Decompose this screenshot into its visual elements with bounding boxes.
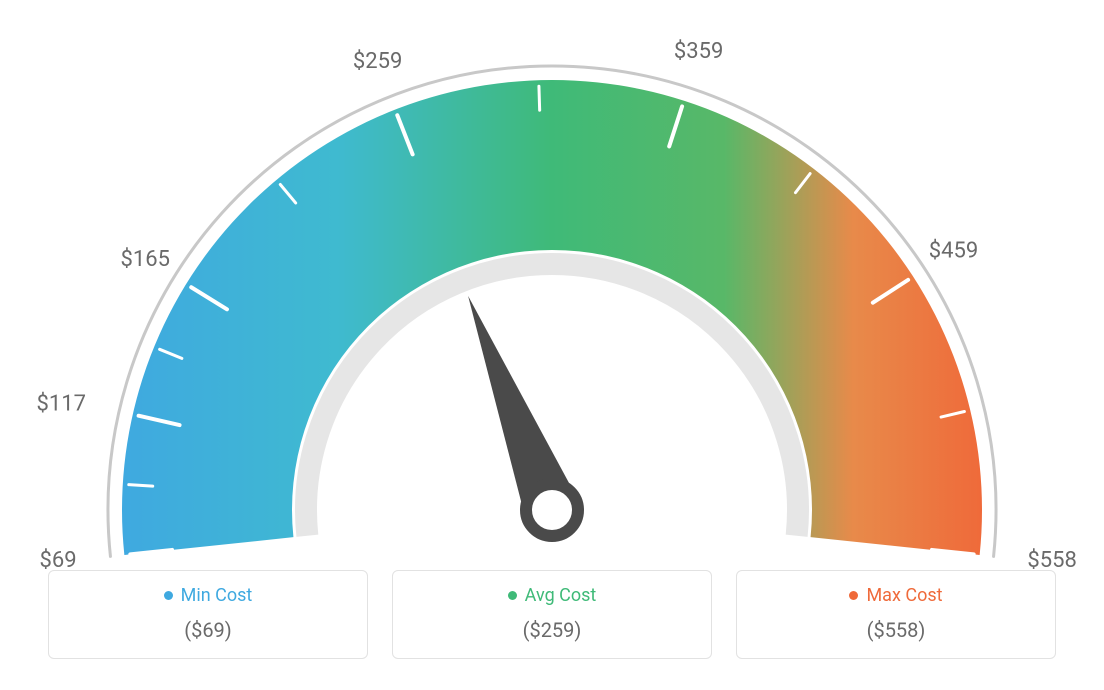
gauge-needle-hub (526, 484, 578, 536)
gauge-svg: $69 $117 $165 $259 $359 $459 $558 (0, 20, 1104, 580)
legend-dot-min (164, 591, 173, 600)
gauge-tick-label: $69 (40, 548, 77, 573)
cost-gauge-chart: $69 $117 $165 $259 $359 $459 $558 Min Cost ($6… (0, 0, 1104, 690)
legend-title-avg: Avg Cost (508, 585, 597, 606)
legend-title-min: Min Cost (164, 585, 253, 606)
legend-dot-max (849, 591, 858, 600)
gauge-tick-label: $558 (1027, 548, 1076, 573)
legend-card-avg: Avg Cost ($259) (392, 570, 712, 659)
legend-row: Min Cost ($69) Avg Cost ($259) Max Cost … (0, 570, 1104, 659)
legend-value-min: ($69) (59, 618, 357, 642)
legend-card-max: Max Cost ($558) (736, 570, 1056, 659)
gauge-tick-label: $359 (674, 39, 723, 64)
legend-label-max: Max Cost (866, 585, 942, 606)
legend-label-min: Min Cost (181, 585, 253, 606)
legend-title-max: Max Cost (849, 585, 942, 606)
gauge-minor-tick (129, 485, 153, 486)
legend-value-avg: ($259) (403, 618, 701, 642)
legend-value-max: ($558) (747, 618, 1045, 642)
gauge-tick-label: $165 (121, 247, 170, 272)
legend-card-min: Min Cost ($69) (48, 570, 368, 659)
legend-label-avg: Avg Cost (525, 585, 597, 606)
gauge-tick-label: $259 (353, 49, 402, 74)
legend-dot-avg (508, 591, 517, 600)
gauge-tick-label: $117 (36, 392, 85, 417)
gauge-tick-label: $459 (929, 239, 978, 264)
gauge-area: $69 $117 $165 $259 $359 $459 $558 (0, 20, 1104, 580)
gauge-minor-tick (539, 86, 540, 110)
